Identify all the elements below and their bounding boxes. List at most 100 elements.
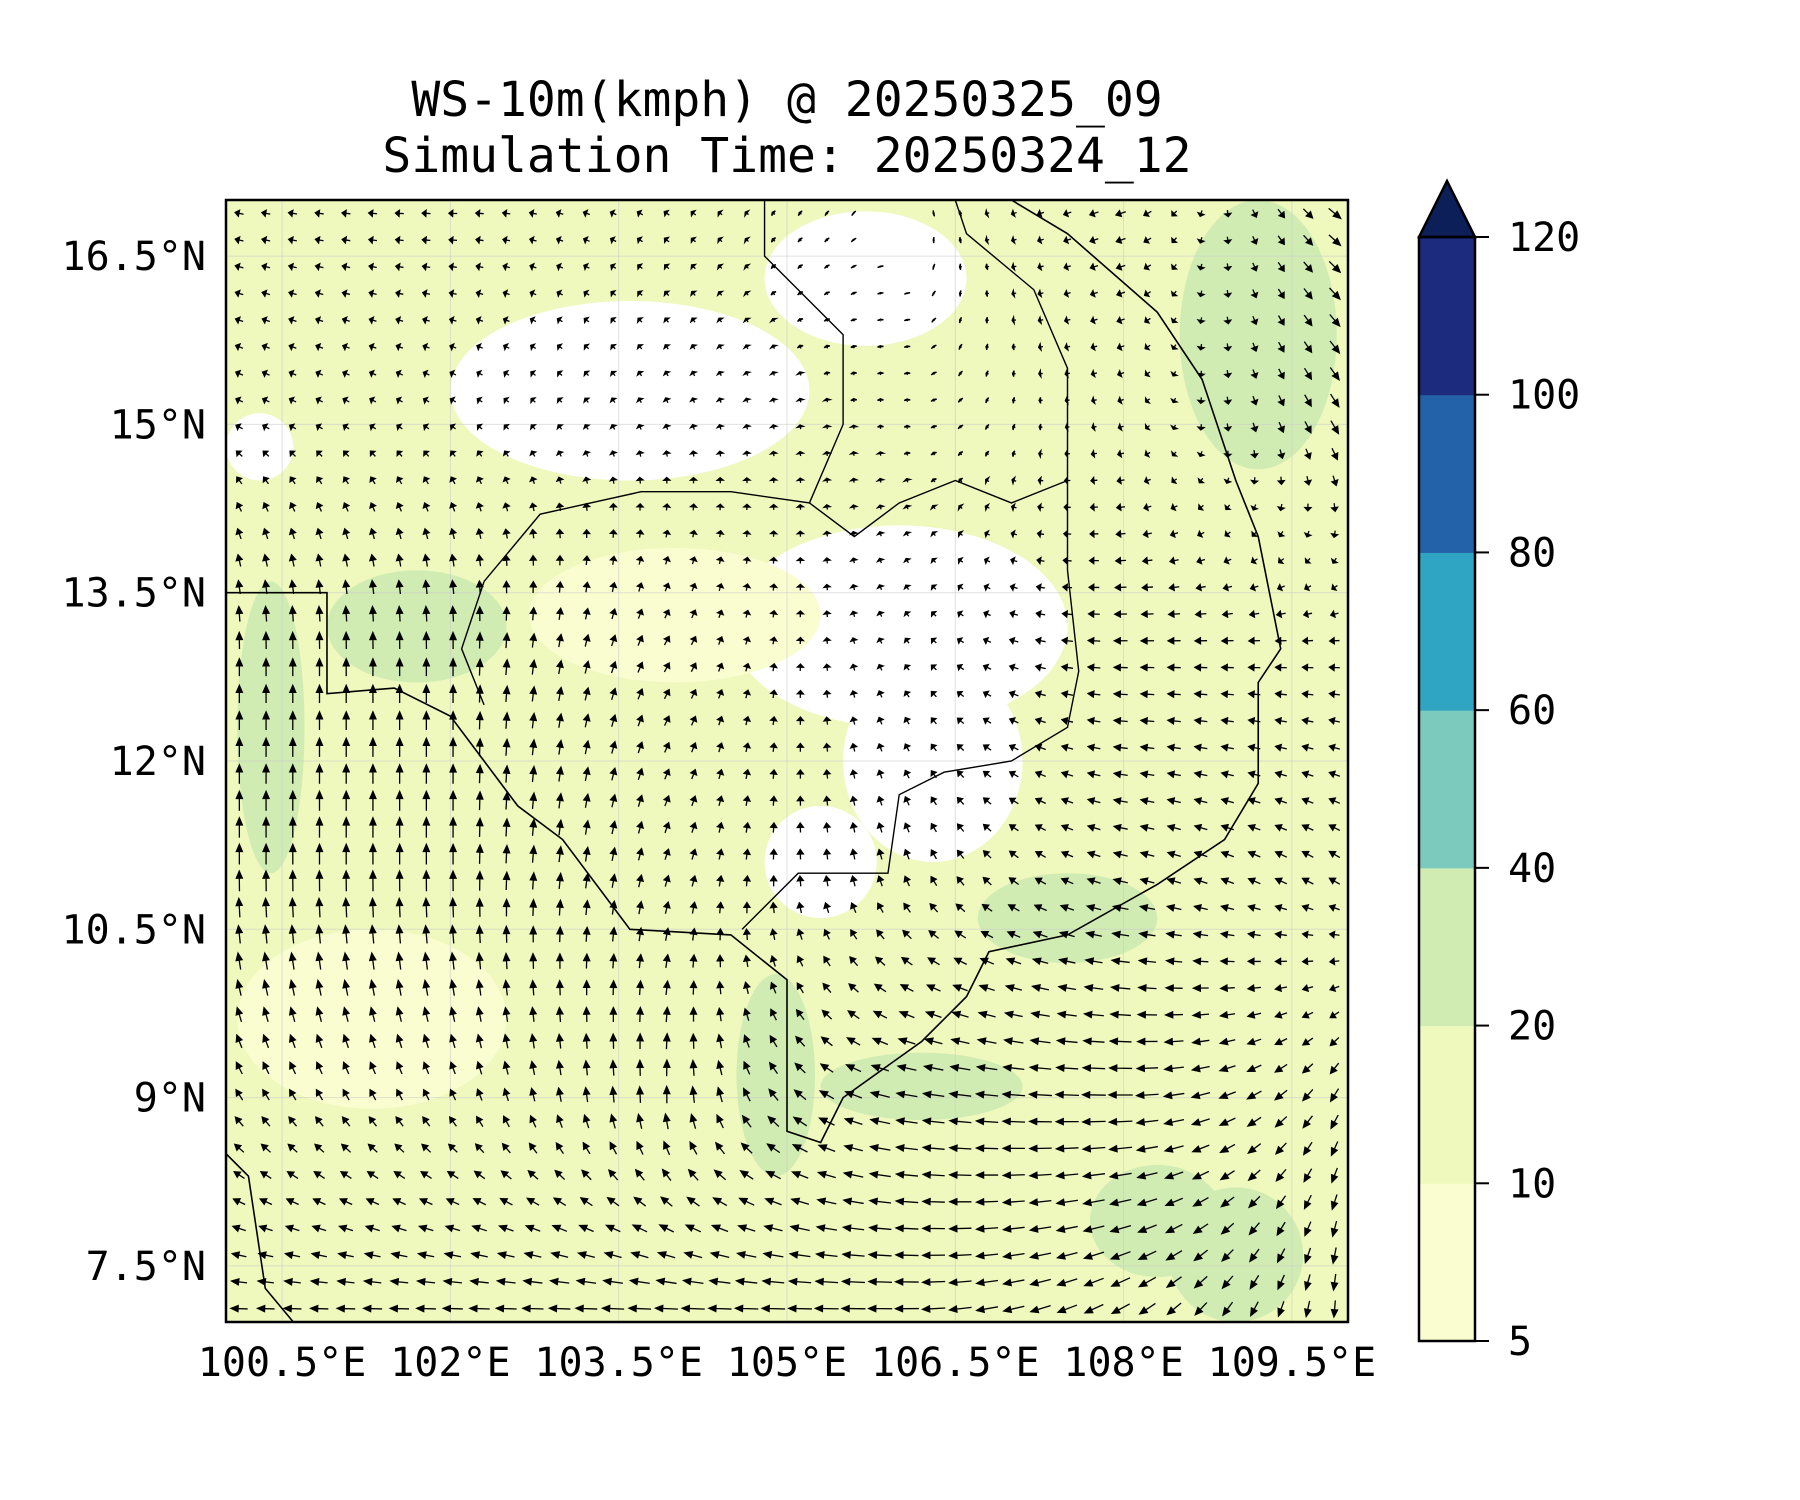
wind-arrow bbox=[529, 658, 538, 675]
wind-arrow bbox=[1250, 556, 1258, 565]
wind-arrow bbox=[288, 605, 297, 622]
wind-arrow bbox=[261, 896, 270, 918]
wind-arrow bbox=[742, 317, 752, 324]
wind-arrow bbox=[262, 450, 270, 458]
wind-arrow bbox=[1144, 449, 1151, 458]
wind-arrow bbox=[848, 530, 859, 537]
wind-arrow bbox=[822, 557, 832, 564]
wind-arrow bbox=[689, 397, 699, 403]
wind-arrow bbox=[555, 979, 564, 996]
wind-arrow bbox=[494, 1304, 517, 1313]
wind-arrow bbox=[974, 1090, 999, 1099]
wind-arrow bbox=[1112, 877, 1129, 886]
wind-arrow bbox=[1276, 503, 1286, 512]
x-tick-label: 102°E bbox=[390, 1340, 510, 1386]
wind-arrow bbox=[341, 1116, 351, 1127]
wind-arrow bbox=[342, 763, 351, 784]
wind-arrow bbox=[315, 710, 324, 730]
wind-arrow bbox=[476, 450, 484, 457]
wind-arrow bbox=[369, 450, 377, 458]
wind-arrow bbox=[716, 768, 725, 780]
contour-region bbox=[226, 413, 294, 481]
wind-arrow bbox=[449, 789, 458, 811]
wind-arrow bbox=[1064, 342, 1071, 352]
wind-arrow bbox=[262, 605, 271, 622]
wind-arrow bbox=[653, 1304, 678, 1313]
wind-arrow bbox=[342, 605, 351, 622]
wind-arrow bbox=[1166, 770, 1181, 779]
wind-arrow bbox=[951, 1010, 969, 1019]
wind-arrow bbox=[235, 1061, 243, 1075]
wind-arrow bbox=[529, 765, 538, 783]
wind-arrow bbox=[768, 556, 779, 564]
wind-arrow bbox=[796, 821, 805, 833]
wind-arrow bbox=[1246, 957, 1261, 966]
wind-arrow bbox=[1138, 1302, 1156, 1315]
wind-arrow bbox=[958, 290, 962, 297]
wind-arrow bbox=[1304, 557, 1312, 564]
wind-arrow bbox=[609, 899, 618, 915]
wind-arrow bbox=[368, 527, 377, 540]
wind-arrow bbox=[230, 1251, 247, 1260]
wind-arrow bbox=[850, 237, 857, 243]
wind-arrow bbox=[1192, 1197, 1209, 1207]
wind-arrow bbox=[416, 1251, 435, 1260]
wind-arrow bbox=[1108, 1171, 1132, 1180]
wind-arrow bbox=[874, 956, 886, 966]
wind-arrow bbox=[502, 262, 510, 272]
wind-arrow bbox=[927, 957, 940, 966]
wind-arrow bbox=[903, 769, 912, 779]
wind-arrow bbox=[262, 789, 271, 811]
wind-arrow bbox=[1010, 556, 1018, 566]
wind-arrow bbox=[1139, 877, 1155, 886]
wind-arrow bbox=[1090, 448, 1098, 459]
wind-arrow bbox=[1008, 663, 1019, 672]
wind-arrow bbox=[578, 1224, 594, 1233]
wind-arrow bbox=[662, 1058, 671, 1077]
wind-arrow bbox=[1274, 690, 1287, 699]
wind-arrow bbox=[1329, 1037, 1340, 1047]
wind-arrow bbox=[1001, 1198, 1025, 1206]
wind-arrow bbox=[877, 424, 884, 429]
wind-arrow bbox=[421, 1143, 432, 1153]
wind-arrow bbox=[555, 686, 564, 702]
wind-arrow bbox=[1165, 1276, 1182, 1288]
wind-arrow bbox=[795, 530, 806, 537]
wind-arrow bbox=[609, 423, 618, 430]
wind-arrow bbox=[369, 1006, 377, 1022]
wind-arrow bbox=[716, 689, 725, 699]
wind-arrow bbox=[894, 1224, 919, 1233]
wind-arrow bbox=[636, 661, 644, 673]
wind-arrow bbox=[797, 291, 804, 296]
wind-arrow bbox=[742, 477, 752, 484]
wind-arrow bbox=[1139, 823, 1155, 832]
wind-arrow bbox=[1301, 636, 1314, 645]
wind-arrow bbox=[1164, 1223, 1183, 1234]
wind-arrow bbox=[609, 209, 617, 218]
wind-arrow bbox=[1165, 903, 1182, 912]
wind-arrow bbox=[368, 896, 377, 918]
wind-arrow bbox=[903, 611, 912, 618]
wind-arrow bbox=[310, 1251, 328, 1260]
wind-arrow bbox=[502, 924, 511, 943]
wind-arrow bbox=[1137, 1250, 1157, 1260]
wind-arrow bbox=[876, 584, 886, 591]
wind-arrow bbox=[582, 1006, 591, 1022]
wind-arrow bbox=[1027, 1090, 1053, 1099]
wind-arrow bbox=[389, 1277, 409, 1286]
wind-arrow bbox=[1250, 342, 1259, 353]
wind-arrow bbox=[635, 423, 645, 430]
wind-arrow bbox=[262, 527, 271, 540]
wind-arrow bbox=[821, 397, 833, 403]
wind-arrow bbox=[1141, 583, 1153, 592]
wind-arrow bbox=[877, 371, 884, 376]
wind-arrow bbox=[609, 952, 618, 969]
wind-arrow bbox=[822, 848, 832, 860]
wind-arrow bbox=[1196, 370, 1206, 378]
wind-arrow bbox=[1169, 529, 1179, 539]
wind-arrow bbox=[1060, 797, 1074, 805]
wind-arrow bbox=[1221, 1275, 1234, 1290]
wind-arrow bbox=[921, 1224, 945, 1233]
wind-arrow bbox=[1108, 1037, 1132, 1046]
wind-arrow bbox=[1193, 823, 1208, 832]
